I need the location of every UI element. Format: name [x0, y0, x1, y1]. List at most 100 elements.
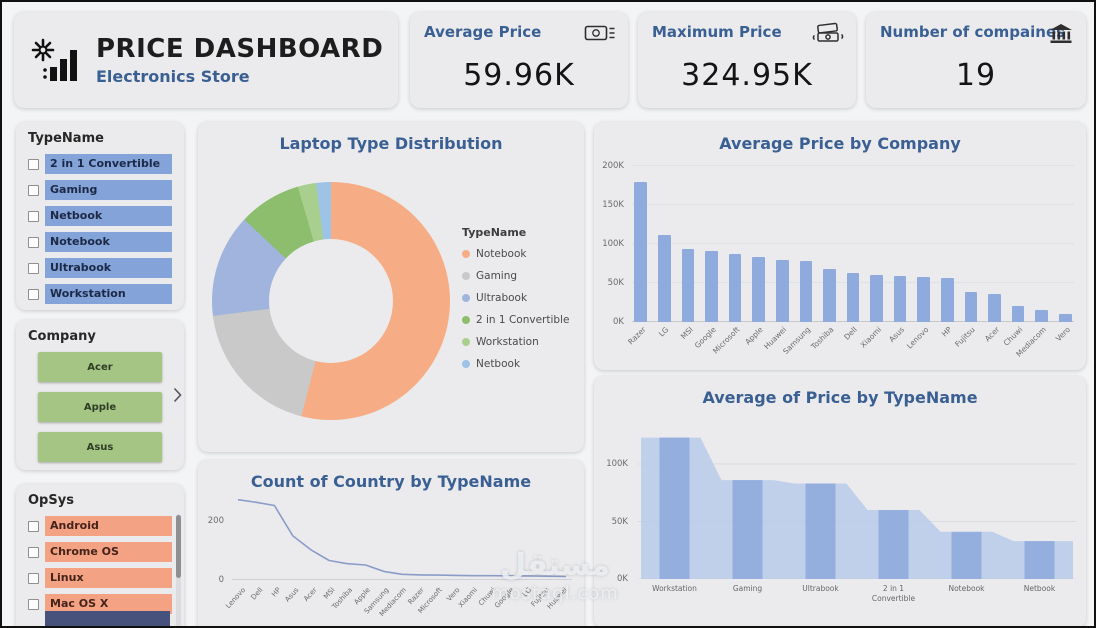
donut-chart[interactable]	[212, 182, 450, 420]
line-x-label: Google	[493, 584, 518, 624]
bar[interactable]	[728, 254, 742, 322]
slicer-item[interactable]: Ultrabook	[28, 258, 172, 278]
slicer-item[interactable]: Linux	[28, 568, 172, 588]
checkbox-icon[interactable]	[28, 210, 39, 222]
bar-column[interactable]: Google	[693, 166, 721, 350]
bank-icon	[1050, 24, 1072, 43]
checkbox-icon[interactable]	[28, 288, 39, 300]
line-chart-svg[interactable]	[232, 492, 572, 580]
slicer-item-label[interactable]: Workstation	[45, 284, 172, 304]
bar-column[interactable]: HP	[939, 166, 957, 339]
bar[interactable]	[870, 275, 883, 322]
kpi-value: 324.95K	[681, 58, 813, 93]
bar-plot[interactable]: Razer LG MSI Google Microsoft Apple Huawei Sams…	[626, 165, 1074, 359]
slicer-item-label[interactable]: Gaming	[45, 180, 172, 200]
bar-column[interactable]: Xiaomi	[858, 166, 886, 350]
slicer-item[interactable]: Workstation	[28, 284, 172, 304]
bar[interactable]	[658, 234, 671, 322]
axis-tick-label: Acer	[302, 586, 319, 604]
bar[interactable]	[1011, 306, 1025, 322]
bar-column[interactable]: Chuwi	[1002, 166, 1027, 348]
bar-column[interactable]: Acer	[983, 166, 1004, 343]
legend-dot-icon	[462, 338, 470, 346]
bar-column[interactable]: Vero	[1053, 166, 1074, 343]
bar-column[interactable]: Apple	[744, 166, 768, 346]
chevron-right-icon[interactable]	[173, 387, 182, 403]
bar[interactable]	[1035, 310, 1048, 322]
slicer-item[interactable]: Chrome OS	[28, 542, 172, 562]
bar-column[interactable]: LG	[656, 166, 674, 338]
donut-legend: TypeName Notebook Gaming Ultrabook 2 in 1 C…	[462, 226, 569, 380]
area-chart-svg[interactable]	[638, 418, 1076, 580]
slicer-item-label[interactable]: Ultrabook	[45, 258, 172, 278]
axis-tick-label: 0K	[613, 317, 624, 327]
legend-item[interactable]: Ultrabook	[462, 292, 569, 304]
bar-column[interactable]: Lenovo	[905, 166, 933, 350]
slicer-item[interactable]: Gaming	[28, 180, 172, 200]
chart-title: Average Price by Company	[719, 134, 961, 153]
checkbox-icon[interactable]	[28, 572, 39, 584]
company-button[interactable]: Asus	[38, 432, 162, 462]
slicer-item-label[interactable]: 2 in 1 Convertible	[45, 154, 172, 174]
bar[interactable]	[681, 249, 695, 322]
company-slicer: Company Acer Apple Asus	[16, 320, 184, 470]
bar[interactable]	[752, 257, 765, 322]
slicer-item[interactable]: Notebook	[28, 232, 172, 252]
bar-column[interactable]: Microsoft	[711, 166, 744, 356]
bar[interactable]	[705, 251, 718, 322]
slicer-item-label[interactable]: Netbook	[45, 206, 172, 226]
checkbox-icon[interactable]	[28, 262, 39, 274]
slicer-item-partial[interactable]	[45, 611, 170, 626]
legend-label: 2 in 1 Convertible	[476, 314, 570, 326]
legend-item[interactable]: Notebook	[462, 248, 569, 260]
slicer-item[interactable]: Mac OS X	[28, 594, 172, 614]
legend-item[interactable]: Gaming	[462, 270, 569, 282]
bar[interactable]	[823, 268, 836, 322]
bar[interactable]	[964, 292, 978, 322]
legend-item[interactable]: 2 in 1 Convertible	[462, 314, 569, 326]
checkbox-icon[interactable]	[28, 598, 39, 610]
slicer-item[interactable]: Netbook	[28, 206, 172, 226]
slicer-item-label[interactable]: Notebook	[45, 232, 172, 252]
axis-tick-label: MSI	[322, 586, 337, 601]
area-plot[interactable]	[638, 418, 1076, 580]
checkbox-icon[interactable]	[28, 520, 39, 532]
bar-column[interactable]: Fujitsu	[954, 166, 980, 349]
bar[interactable]	[775, 259, 789, 322]
slicer-item[interactable]: Android	[28, 516, 172, 536]
bar-x-label: Acer	[982, 325, 1001, 344]
bar[interactable]	[846, 272, 860, 322]
bar-column[interactable]: Asus	[888, 166, 909, 344]
opsys-scrollbar-thumb[interactable]	[176, 515, 181, 579]
bar[interactable]	[799, 261, 813, 322]
bar[interactable]	[893, 275, 907, 322]
line-plot[interactable]	[232, 492, 572, 580]
checkbox-icon[interactable]	[28, 236, 39, 248]
slicer-item[interactable]: 2 in 1 Convertible	[28, 154, 172, 174]
bar-column[interactable]: Samsung	[781, 166, 815, 356]
bar-column[interactable]: Huawei	[763, 166, 791, 351]
checkbox-icon[interactable]	[28, 158, 39, 170]
opsys-scrollbar[interactable]	[176, 514, 181, 626]
bar[interactable]	[917, 276, 931, 322]
company-buttons: Acer Apple Asus	[28, 352, 172, 462]
bar[interactable]	[1058, 314, 1072, 322]
bar-column[interactable]: MSI	[678, 166, 697, 341]
bar-column[interactable]: Mediacom	[1014, 166, 1051, 359]
checkbox-icon[interactable]	[28, 546, 39, 558]
bar-column[interactable]: Dell	[843, 166, 862, 342]
bar-column[interactable]: Toshiba	[810, 166, 839, 351]
bar-column[interactable]: Razer	[626, 166, 650, 346]
company-button[interactable]: Acer	[38, 352, 162, 382]
legend-item[interactable]: Netbook	[462, 358, 569, 370]
slicer-item-label[interactable]: Chrome OS	[45, 542, 172, 562]
slicer-item-label[interactable]: Mac OS X	[45, 594, 172, 614]
slicer-item-label[interactable]: Linux	[45, 568, 172, 588]
bar[interactable]	[988, 293, 1001, 322]
bar[interactable]	[634, 181, 648, 322]
checkbox-icon[interactable]	[28, 184, 39, 196]
slicer-item-label[interactable]: Android	[45, 516, 172, 536]
company-button[interactable]: Apple	[38, 392, 162, 422]
bar[interactable]	[940, 277, 954, 322]
legend-item[interactable]: Workstation	[462, 336, 569, 348]
